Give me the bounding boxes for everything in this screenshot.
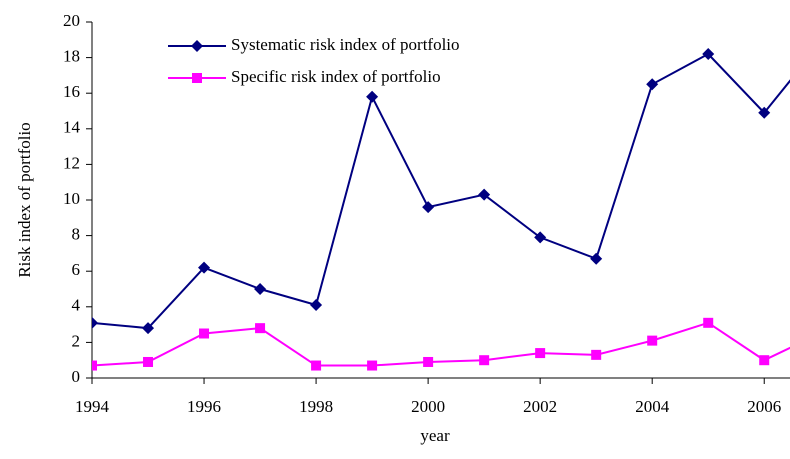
marker xyxy=(310,299,323,312)
marker xyxy=(199,328,210,339)
marker xyxy=(534,231,547,244)
y-tick-label: 2 xyxy=(72,331,81,350)
marker xyxy=(198,261,211,274)
marker xyxy=(422,201,435,214)
y-axis-label: Risk index of portfolio xyxy=(15,122,34,277)
y-tick-label: 12 xyxy=(63,153,80,172)
marker xyxy=(366,90,379,103)
marker xyxy=(142,322,155,335)
marker xyxy=(478,188,491,201)
marker xyxy=(92,360,97,371)
marker xyxy=(702,48,715,61)
marker xyxy=(647,335,658,346)
marker xyxy=(590,252,603,265)
marker xyxy=(255,323,266,334)
x-tick-label: 1996 xyxy=(187,397,221,416)
marker xyxy=(423,356,434,367)
series-line xyxy=(92,52,790,330)
marker xyxy=(759,355,770,366)
x-tick-label: 1998 xyxy=(299,397,333,416)
x-tick-label: 1994 xyxy=(75,397,110,416)
marker xyxy=(646,78,659,91)
x-tick-label: 2004 xyxy=(635,397,670,416)
marker xyxy=(311,360,322,371)
legend-label: Specific risk index of portfolio xyxy=(231,67,441,86)
x-axis-label: year xyxy=(420,426,450,445)
marker xyxy=(367,360,378,371)
y-tick-label: 14 xyxy=(63,118,81,137)
y-tick-label: 10 xyxy=(63,189,80,208)
marker xyxy=(191,40,203,52)
marker xyxy=(254,283,267,295)
x-tick-label: 2000 xyxy=(411,397,445,416)
marker xyxy=(535,348,546,359)
marker xyxy=(479,355,490,366)
marker xyxy=(758,106,771,119)
plot-area xyxy=(92,48,790,371)
x-tick-label: 2002 xyxy=(523,397,557,416)
marker xyxy=(92,316,98,329)
marker xyxy=(143,356,154,367)
y-tick-label: 8 xyxy=(72,225,81,244)
marker xyxy=(591,349,602,360)
y-tick-label: 18 xyxy=(63,47,80,66)
y-tick-label: 16 xyxy=(63,82,80,101)
y-tick-label: 0 xyxy=(72,367,81,386)
legend-label: Systematic risk index of portfolio xyxy=(231,35,460,54)
marker xyxy=(192,73,202,83)
y-tick-label: 20 xyxy=(63,11,80,30)
x-tick-label: 2006 xyxy=(747,397,781,416)
marker xyxy=(703,317,714,328)
y-tick-label: 6 xyxy=(72,260,81,279)
y-tick-label: 4 xyxy=(72,296,81,315)
series-line xyxy=(92,321,790,367)
